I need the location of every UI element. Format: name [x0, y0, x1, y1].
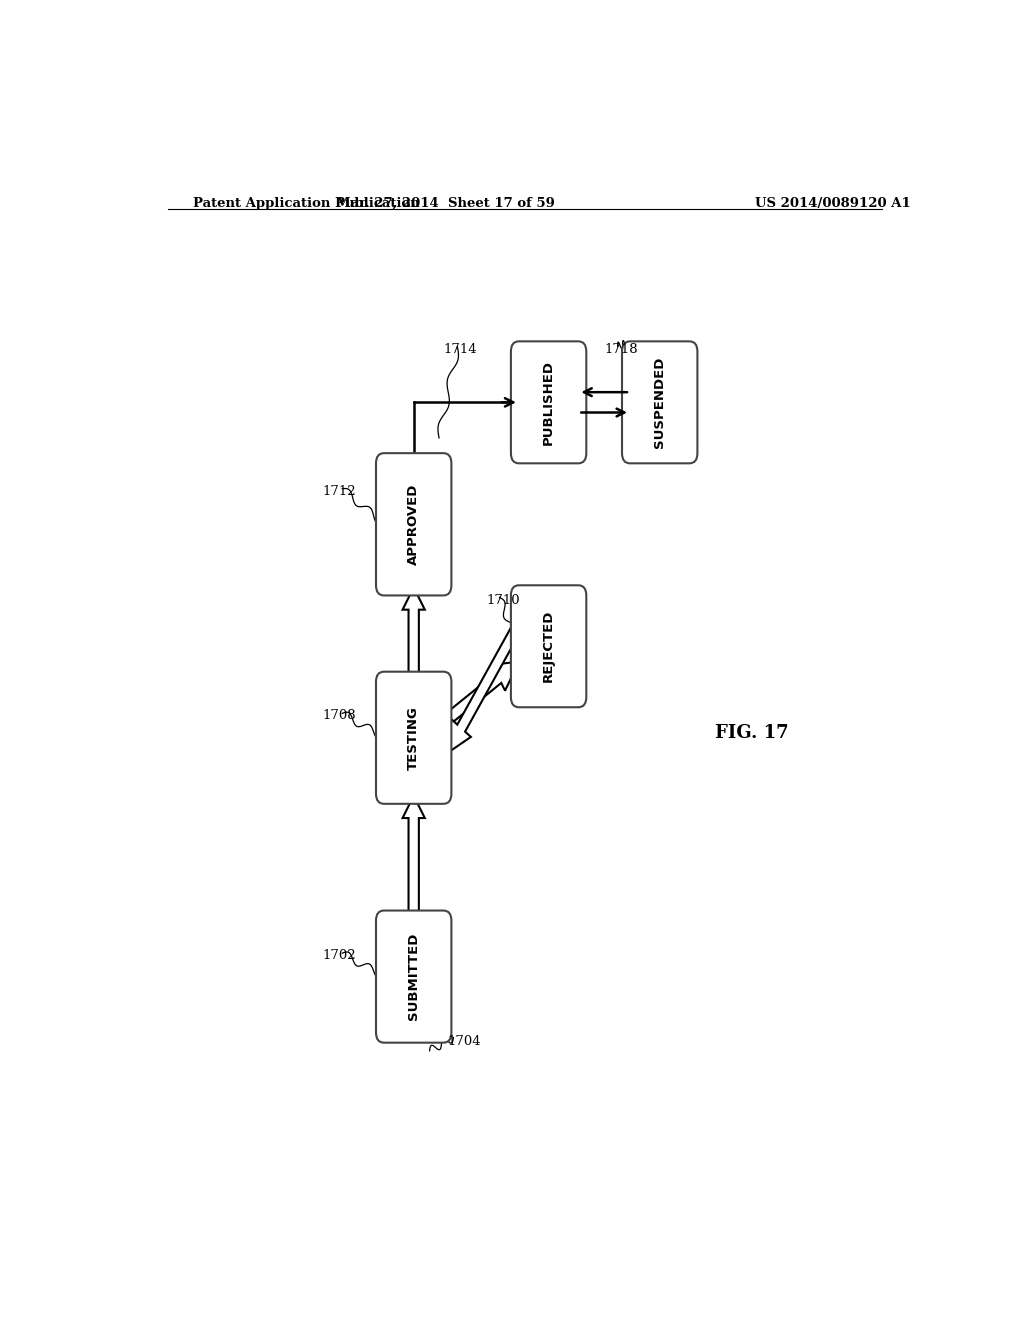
Text: 1712: 1712	[323, 486, 356, 498]
Text: TESTING: TESTING	[408, 706, 420, 770]
Text: SUSPENDED: SUSPENDED	[653, 356, 667, 447]
Text: 1710: 1710	[486, 594, 520, 607]
Text: PUBLISHED: PUBLISHED	[542, 360, 555, 445]
Text: FIG. 17: FIG. 17	[715, 723, 788, 742]
FancyBboxPatch shape	[376, 453, 452, 595]
FancyBboxPatch shape	[376, 911, 452, 1043]
Text: APPROVED: APPROVED	[408, 483, 420, 565]
Text: Mar. 27, 2014  Sheet 17 of 59: Mar. 27, 2014 Sheet 17 of 59	[336, 197, 555, 210]
Polygon shape	[402, 796, 425, 919]
Text: 1702: 1702	[323, 949, 356, 962]
Text: 1708: 1708	[323, 709, 356, 722]
FancyBboxPatch shape	[376, 672, 452, 804]
Text: US 2014/0089120 A1: US 2014/0089120 A1	[755, 197, 910, 210]
FancyBboxPatch shape	[622, 342, 697, 463]
Text: Patent Application Publication: Patent Application Publication	[194, 197, 420, 210]
Text: SUBMITTED: SUBMITTED	[408, 933, 420, 1020]
Text: 1718: 1718	[604, 343, 638, 356]
FancyBboxPatch shape	[511, 585, 587, 708]
FancyArrowPatch shape	[420, 997, 441, 1032]
FancyBboxPatch shape	[511, 342, 587, 463]
Text: REJECTED: REJECTED	[542, 610, 555, 682]
Polygon shape	[402, 587, 425, 680]
Polygon shape	[447, 627, 519, 752]
Polygon shape	[441, 661, 519, 727]
Text: 1714: 1714	[443, 343, 477, 356]
Text: 1704: 1704	[447, 1035, 480, 1048]
